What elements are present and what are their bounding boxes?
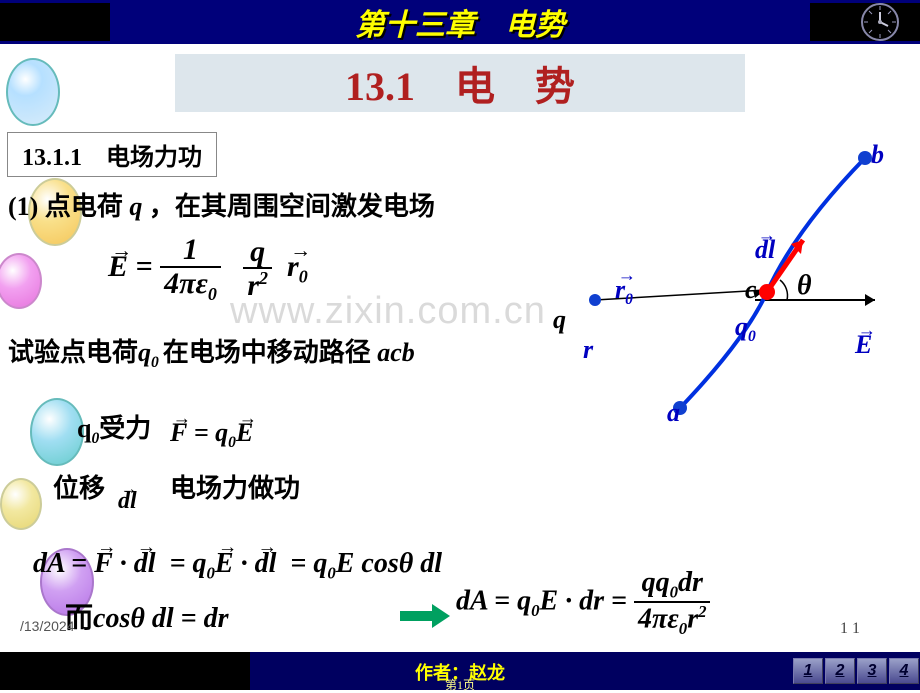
field-diagram: q r r0 a b c θ dl q0 E xyxy=(555,140,915,430)
diagram-label-q0: q0 xyxy=(735,312,756,346)
nav-buttons: 1 2 3 4 xyxy=(792,652,920,690)
displacement-label: 位移 xyxy=(53,468,105,505)
bottom-bar: 作者：赵龙 第1页 1 2 3 4 xyxy=(0,652,920,690)
work-label: 电场力做功 xyxy=(170,468,300,505)
equation-F: F = q0E xyxy=(170,418,253,452)
equation-cos: 而cosθ dl = dr xyxy=(65,596,229,636)
diagram-label-dl: dl xyxy=(755,235,775,265)
diagram-label-a: a xyxy=(667,398,680,428)
diagram-label-q: q xyxy=(553,305,566,335)
nav-button-1[interactable]: 1 xyxy=(793,658,823,684)
chapter-title: 第十三章 电势 xyxy=(355,0,565,44)
section-title: 13.1 电 势 xyxy=(345,54,575,112)
top-bar: 第十三章 电势 xyxy=(0,0,920,44)
diagram-label-r0: r0 xyxy=(615,275,633,309)
body-line-2: 试验点电荷q0 在电场中移动路径 acb xyxy=(8,332,415,372)
diagram-label-b: b xyxy=(871,140,884,170)
diagram-label-r: r xyxy=(583,335,593,365)
implies-arrow-icon xyxy=(400,604,450,628)
page-note: 第1页 xyxy=(0,676,920,693)
diagram-label-theta: θ xyxy=(797,270,812,302)
subsection-title: 13.1.1 电场力功 xyxy=(22,145,202,171)
force-label: q0受力 xyxy=(77,408,151,448)
equation-dl: dl xyxy=(118,488,137,515)
diagram-label-E: E xyxy=(855,330,872,360)
watermark: www.zixin.com.cn xyxy=(230,290,546,333)
page-number: 1 1 xyxy=(840,620,860,638)
equation-dA2: dA = q0E · dr = qq0dr 4πε0r2 xyxy=(456,568,710,638)
nav-button-2[interactable]: 2 xyxy=(825,658,855,684)
diagram-label-c: c xyxy=(745,275,757,305)
clock-icon xyxy=(860,2,900,42)
equation-dA: dA = F · dl = q0E · dl = q0E cosθ dl xyxy=(33,548,442,584)
nav-button-3[interactable]: 3 xyxy=(857,658,887,684)
nav-button-4[interactable]: 4 xyxy=(889,658,919,684)
section-title-box: 13.1 电 势 xyxy=(175,54,745,112)
date-label: /13/2024 xyxy=(20,618,75,634)
body-line-1: (1) 点电荷 q ，在其周围空间激发电场 xyxy=(8,186,435,223)
subsection-box: 13.1.1 电场力功 xyxy=(7,132,217,177)
